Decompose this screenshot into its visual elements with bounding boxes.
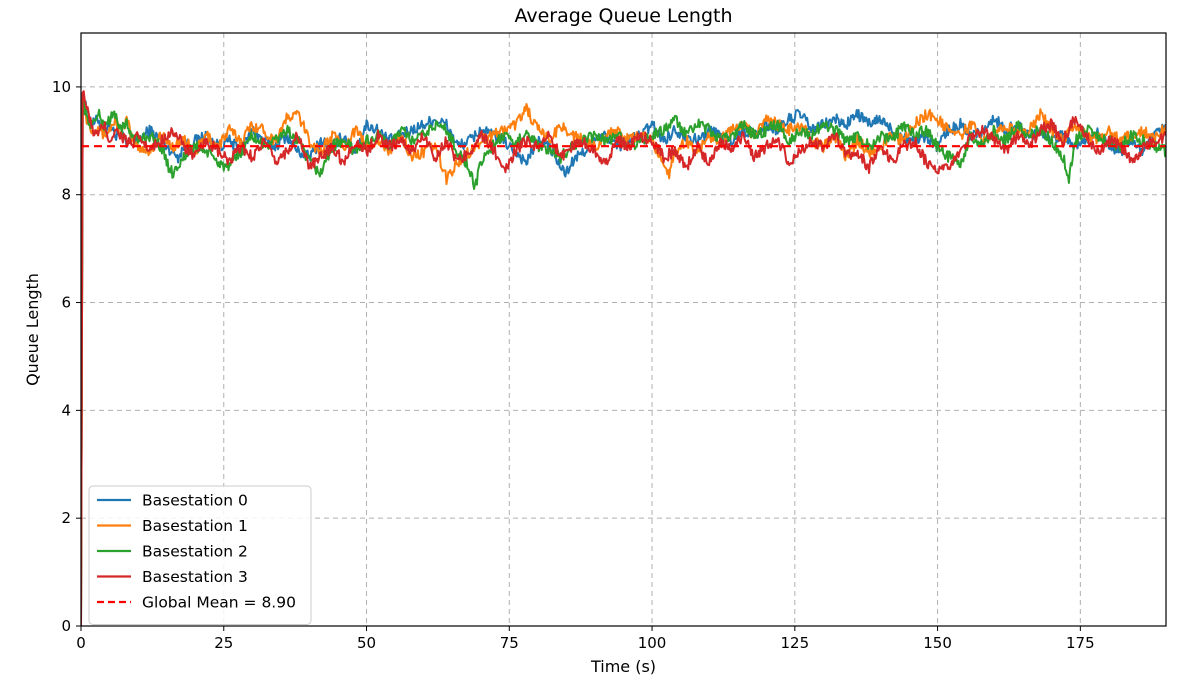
series-group bbox=[81, 90, 1166, 626]
y-tick-label-5: 10 bbox=[52, 78, 71, 96]
y-tick-label-0: 0 bbox=[61, 617, 71, 635]
legend-box bbox=[88, 485, 312, 625]
legend-label-1: Basestation 1 bbox=[142, 517, 248, 535]
x-tick-label-6: 150 bbox=[923, 634, 952, 652]
legend-label-3: Basestation 3 bbox=[142, 568, 248, 586]
legend-label-0: Basestation 0 bbox=[142, 492, 248, 510]
y-axis-label: Queue Length bbox=[23, 273, 42, 386]
y-tick-label-4: 8 bbox=[61, 186, 71, 204]
series-line-3 bbox=[81, 90, 1166, 626]
y-axis: 0 2 4 6 8 10 bbox=[52, 78, 81, 635]
x-axis: 0 25 50 75 100 125 150 175 bbox=[76, 626, 1095, 652]
x-tick-label-1: 25 bbox=[214, 634, 233, 652]
chart-title: Average Queue Length bbox=[514, 5, 732, 27]
legend: Basestation 0 Basestation 1 Basestation 2 B… bbox=[88, 485, 312, 625]
legend-label-4: Global Mean = 8.90 bbox=[142, 594, 296, 612]
x-tick-label-7: 175 bbox=[1066, 634, 1095, 652]
x-tick-label-5: 125 bbox=[780, 634, 809, 652]
x-tick-label-3: 75 bbox=[500, 634, 519, 652]
x-tick-label-4: 100 bbox=[638, 634, 667, 652]
plot-frame bbox=[80, 32, 1167, 627]
x-tick-label-2: 50 bbox=[357, 634, 376, 652]
x-axis-label: Time (s) bbox=[590, 657, 656, 676]
x-tick-label-0: 0 bbox=[76, 634, 86, 652]
plot-border bbox=[80, 32, 1167, 627]
y-tick-label-2: 4 bbox=[61, 401, 71, 419]
y-tick-label-3: 6 bbox=[61, 294, 71, 312]
y-tick-label-1: 2 bbox=[61, 509, 71, 527]
grid bbox=[81, 33, 1166, 626]
legend-label-2: Basestation 2 bbox=[142, 543, 248, 561]
